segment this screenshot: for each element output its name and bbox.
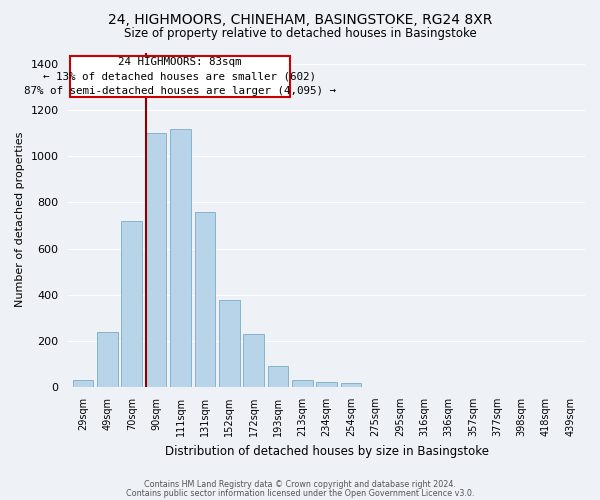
Bar — [146, 133, 166, 387]
Text: 24 HIGHMOORS: 83sqm
← 13% of detached houses are smaller (602)
87% of semi-detac: 24 HIGHMOORS: 83sqm ← 13% of detached ho… — [24, 58, 336, 96]
Y-axis label: Number of detached properties: Number of detached properties — [15, 132, 25, 308]
Text: Size of property relative to detached houses in Basingstoke: Size of property relative to detached ho… — [124, 28, 476, 40]
Bar — [73, 380, 94, 387]
FancyBboxPatch shape — [70, 56, 290, 98]
Bar — [243, 334, 264, 387]
Bar — [219, 300, 239, 387]
Bar — [97, 332, 118, 387]
Bar — [341, 384, 361, 387]
Bar — [316, 382, 337, 387]
X-axis label: Distribution of detached houses by size in Basingstoke: Distribution of detached houses by size … — [165, 444, 489, 458]
Bar — [170, 128, 191, 387]
Text: Contains HM Land Registry data © Crown copyright and database right 2024.: Contains HM Land Registry data © Crown c… — [144, 480, 456, 489]
Bar — [194, 212, 215, 387]
Bar — [292, 380, 313, 387]
Bar — [268, 366, 289, 387]
Text: Contains public sector information licensed under the Open Government Licence v3: Contains public sector information licen… — [126, 488, 474, 498]
Bar — [121, 221, 142, 387]
Text: 24, HIGHMOORS, CHINEHAM, BASINGSTOKE, RG24 8XR: 24, HIGHMOORS, CHINEHAM, BASINGSTOKE, RG… — [108, 12, 492, 26]
